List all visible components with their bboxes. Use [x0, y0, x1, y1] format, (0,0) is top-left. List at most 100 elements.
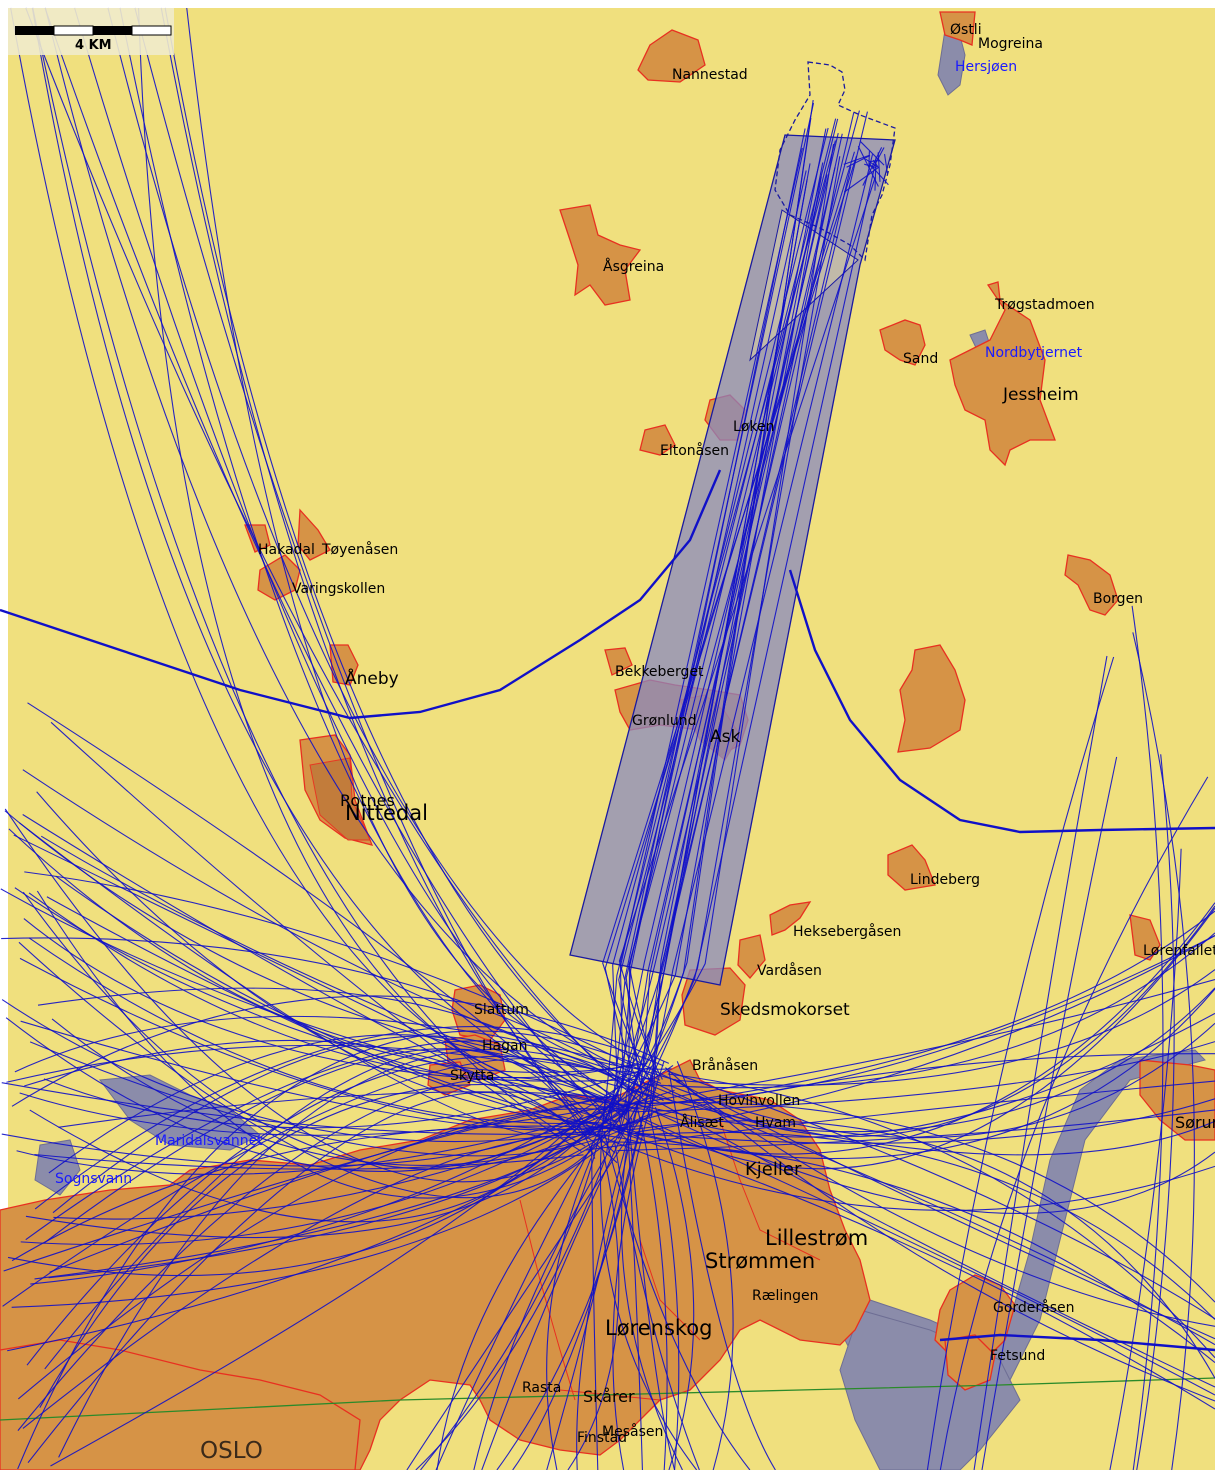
- flight-tracks: [0, 7, 1215, 1470]
- track-south: [654, 1107, 695, 1470]
- track-corridor: [639, 174, 828, 1091]
- label-strommen: Strømmen: [705, 1249, 815, 1273]
- label-aneby: Åneby: [345, 667, 399, 689]
- track-west: [50, 721, 582, 1152]
- label-lorenfallet: Lørenfallet: [1143, 943, 1215, 959]
- track-west: [18, 822, 590, 1139]
- label-aliset: Ålisæt: [680, 1114, 724, 1131]
- track-east-low: [939, 1333, 1215, 1352]
- track-northwest: [32, 7, 586, 1147]
- track-east: [635, 1041, 1215, 1113]
- track-west: [39, 1083, 635, 1408]
- track-west: [29, 1041, 653, 1157]
- track-west: [13, 834, 644, 1141]
- rail-line: [0, 1377, 1215, 1421]
- track-airport: [868, 151, 870, 168]
- track-west: [22, 891, 656, 1170]
- track-northwest: [138, 7, 619, 1123]
- label-skedsmokorset: Skedsmokorset: [720, 1000, 850, 1020]
- track-east: [585, 1129, 1215, 1211]
- label-lorenskog: Lørenskog: [605, 1316, 712, 1340]
- urban-asgreina: [559, 204, 642, 306]
- track-east-north: [926, 656, 1115, 1470]
- track-west: [48, 1034, 633, 1174]
- label-trogstadmoen: Trøgstadmoen: [994, 297, 1095, 313]
- track-west: [14, 1015, 681, 1083]
- track-west: [11, 1127, 628, 1308]
- label-lillestrom: Lillestrøm: [765, 1226, 868, 1250]
- track-west-arc: [0, 469, 722, 720]
- track-west: [36, 890, 596, 1199]
- label-heksebergasen: Heksebergåsen: [793, 923, 901, 940]
- track-east: [639, 1116, 1215, 1396]
- track-east-north: [1132, 632, 1195, 1470]
- track-west: [6, 1044, 659, 1099]
- label-sognsvann: Sognsvann: [55, 1171, 132, 1187]
- urban-ostli: [939, 11, 976, 46]
- track-west: [22, 814, 599, 1138]
- label-branasen: Brånåsen: [692, 1057, 758, 1074]
- track-airport: [857, 145, 879, 187]
- track-east-north: [973, 655, 1108, 1470]
- track-corridor: [601, 127, 829, 1134]
- track-south: [591, 1144, 599, 1470]
- track-west: [50, 1114, 584, 1467]
- label-mogreina: Mogreina: [978, 36, 1043, 52]
- label-rasta: Rasta: [522, 1380, 561, 1396]
- track-corridor: [619, 128, 806, 1103]
- label-varingskollen: Varingskollen: [292, 581, 385, 597]
- track-airport: [865, 158, 878, 168]
- track-south: [567, 1136, 620, 1470]
- urban-heksebergasen: [769, 901, 812, 936]
- track-south: [496, 1093, 648, 1470]
- track-east-north: [981, 756, 1118, 1470]
- label-skytta: Skytta: [450, 1068, 494, 1084]
- track-south: [676, 1061, 734, 1470]
- track-west: [30, 1070, 642, 1285]
- map-frame-left: [0, 0, 8, 1470]
- track-east-north: [1109, 848, 1182, 1470]
- label-nannestad: Nannestad: [672, 67, 748, 83]
- track-airport: [843, 167, 879, 193]
- label-ostli: Østli: [950, 22, 982, 38]
- label-hagan: Hagan: [482, 1038, 527, 1054]
- track-east: [667, 1073, 1215, 1359]
- track-west: [34, 1153, 584, 1170]
- track-west: [36, 791, 607, 1124]
- track-west: [55, 875, 644, 1136]
- track-northwest: [74, 7, 633, 1105]
- track-west: [28, 892, 640, 1079]
- track-east: [601, 1141, 1215, 1364]
- track-east: [634, 1098, 1215, 1144]
- track-airport: [843, 154, 870, 165]
- label-toyenasen: Tøyenåsen: [321, 541, 398, 558]
- urban-sand: [879, 319, 926, 366]
- label-hakadal: Hakadal: [258, 542, 315, 558]
- track-south: [435, 1105, 613, 1470]
- label-hvam: Hvam: [755, 1115, 796, 1131]
- track-northwest: [10, 7, 629, 1106]
- place-labels: Østli Mogreina Hersjøen Nannestad Åsgrei…: [55, 22, 1215, 1464]
- track-east: [668, 1022, 1215, 1139]
- track-corridor: [628, 99, 814, 1093]
- label-vardasen: Vardåsen: [757, 962, 822, 979]
- urban-nannestad: [637, 29, 706, 83]
- track-west: [40, 835, 613, 1101]
- label-gronlund: Grønlund: [632, 713, 697, 729]
- track-northwest: [164, 7, 624, 1083]
- track-east: [619, 987, 1215, 1133]
- urban-oslo-core: [0, 1339, 361, 1470]
- track-east: [649, 1012, 1215, 1138]
- label-nittedal: Nittedal: [345, 801, 428, 825]
- track-west: [2, 1058, 650, 1307]
- track-west: [28, 937, 599, 1125]
- urban-bekkeberget: [604, 647, 633, 676]
- track-east: [617, 1109, 1215, 1152]
- track-west: [34, 1107, 634, 1280]
- track-south: [627, 1104, 676, 1470]
- track-west: [16, 1089, 675, 1175]
- track-east: [629, 1102, 1215, 1303]
- label-maridalsvannet: Maridalsvannet: [155, 1133, 263, 1149]
